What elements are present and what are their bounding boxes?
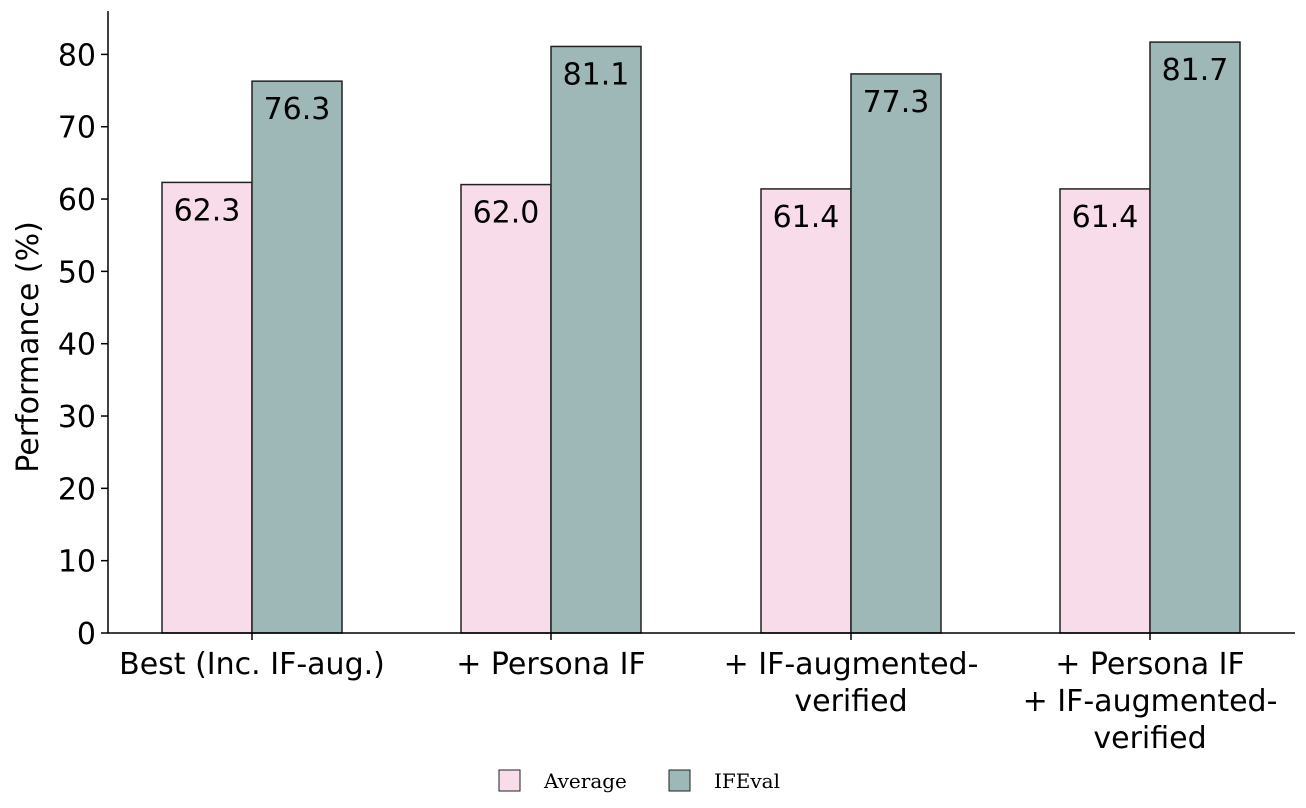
x-tick-label-3: + IF-augmented-verified bbox=[724, 647, 979, 719]
y-tick-label: 0 bbox=[77, 617, 96, 652]
legend-label-average: Average bbox=[543, 769, 627, 793]
y-axis-title: Performance (%) bbox=[11, 221, 46, 473]
legend-label-ifeval: IFEval bbox=[714, 769, 780, 793]
x-tick-label-line: verified bbox=[794, 684, 907, 719]
bar-ifeval-2 bbox=[550, 45, 642, 634]
bar-average-2 bbox=[460, 183, 552, 634]
bars-layer bbox=[161, 41, 1241, 634]
y-tick-label: 50 bbox=[58, 255, 96, 290]
data-label-ifeval-1: 76.3 bbox=[264, 92, 331, 127]
axes-layer: 0 10 20 30 40 50 60 70 80 Best (Inc. IF-aug.) + Pe… bbox=[58, 11, 1295, 756]
data-label-ifeval-3: 77.3 bbox=[863, 85, 930, 120]
x-tick-label-line: + IF-augmented- bbox=[1023, 684, 1278, 719]
data-label-average-3: 61.4 bbox=[773, 200, 840, 235]
data-label-ifeval-4: 81.7 bbox=[1162, 53, 1229, 88]
x-tick-label-line: + Persona IF bbox=[1055, 647, 1245, 682]
labels-layer: 62.3 62.0 61.4 61.4 76.3 81.1 77.3 81.7 bbox=[174, 53, 1229, 235]
y-tick-label: 10 bbox=[58, 545, 96, 580]
bar-ifeval-3 bbox=[850, 73, 942, 634]
data-label-ifeval-2: 81.1 bbox=[563, 57, 630, 92]
y-tick-label: 30 bbox=[58, 400, 96, 435]
y-tick-label: 80 bbox=[58, 38, 96, 73]
bar-average-1 bbox=[161, 181, 253, 634]
x-tick-label-line: Best (Inc. IF-aug.) bbox=[119, 647, 385, 682]
data-label-average-1: 62.3 bbox=[174, 193, 241, 228]
y-tick-label: 40 bbox=[58, 328, 96, 363]
bar-average-4 bbox=[1059, 188, 1151, 634]
data-label-average-4: 61.4 bbox=[1072, 200, 1139, 235]
x-tick-label-line: + Persona IF bbox=[456, 647, 646, 682]
bar-ifeval-1 bbox=[251, 80, 343, 634]
legend: Average IFEval bbox=[498, 769, 780, 793]
bar-average-3 bbox=[760, 188, 852, 634]
y-tick-label: 60 bbox=[58, 183, 96, 218]
legend-swatch-ifeval bbox=[668, 769, 691, 792]
x-tick-label-4: + Persona IF + IF-augmented-verified bbox=[1023, 647, 1278, 756]
data-label-average-2: 62.0 bbox=[473, 196, 540, 231]
y-tick-label: 70 bbox=[58, 111, 96, 146]
legend-swatch-average bbox=[498, 769, 521, 792]
x-tick-label-line: verified bbox=[1093, 721, 1206, 756]
y-tick-label: 20 bbox=[58, 472, 96, 507]
x-tick-label-2: + Persona IF bbox=[456, 647, 646, 682]
bar-ifeval-4 bbox=[1149, 41, 1241, 634]
x-tick-label-line: + IF-augmented- bbox=[724, 647, 979, 682]
x-tick-label-1: Best (Inc. IF-aug.) bbox=[119, 647, 385, 682]
